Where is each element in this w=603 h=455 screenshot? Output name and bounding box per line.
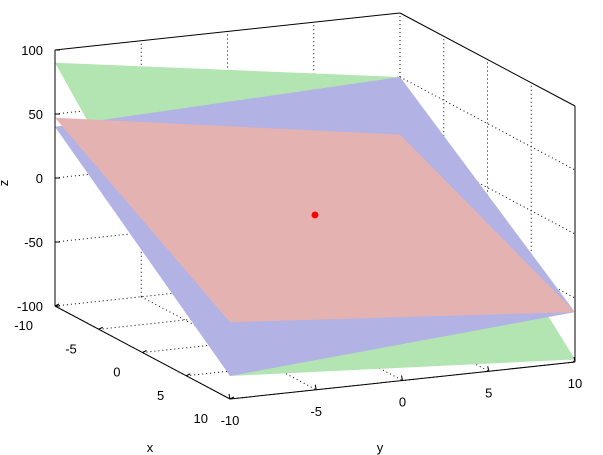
y-tick-label: -5 bbox=[310, 404, 322, 419]
x-tick-mark bbox=[98, 326, 103, 330]
plane-surface-3 bbox=[55, 117, 575, 323]
x-tick-mark bbox=[186, 373, 191, 377]
z-tick-label: -50 bbox=[24, 235, 43, 250]
box-edge bbox=[399, 12, 576, 107]
x-axis-label: x bbox=[147, 440, 154, 455]
z-tick-label: -100 bbox=[17, 299, 43, 314]
y-tick-label: 10 bbox=[568, 376, 582, 391]
x-tick-label: 0 bbox=[113, 365, 120, 380]
y-tick-label: 5 bbox=[485, 385, 492, 400]
z-tick-label: 100 bbox=[21, 43, 43, 58]
y-tick-label: 0 bbox=[399, 395, 406, 410]
z-axis-label: z bbox=[0, 180, 11, 187]
surface-planes bbox=[55, 62, 575, 377]
y-axis-label: y bbox=[377, 440, 384, 455]
z-tick-label: 0 bbox=[36, 171, 43, 186]
x-tick-mark bbox=[142, 350, 147, 353]
z-tick-label: 50 bbox=[29, 107, 43, 122]
intersection-point bbox=[311, 211, 319, 219]
y-tick-mark bbox=[487, 366, 490, 372]
x-tick-mark bbox=[229, 396, 235, 400]
x-tick-label: -10 bbox=[14, 318, 33, 333]
x-tick-label: -5 bbox=[65, 341, 77, 356]
x-tick-label: 5 bbox=[157, 388, 164, 403]
x-tick-label: 10 bbox=[194, 411, 208, 426]
y-tick-mark bbox=[228, 393, 231, 400]
y-tick-mark bbox=[401, 375, 403, 381]
y-tick-label: -10 bbox=[221, 413, 240, 428]
y-tick-mark bbox=[573, 356, 576, 363]
box-edge bbox=[54, 12, 401, 51]
y-tick-mark bbox=[314, 384, 317, 390]
x-tick-mark bbox=[54, 303, 60, 307]
